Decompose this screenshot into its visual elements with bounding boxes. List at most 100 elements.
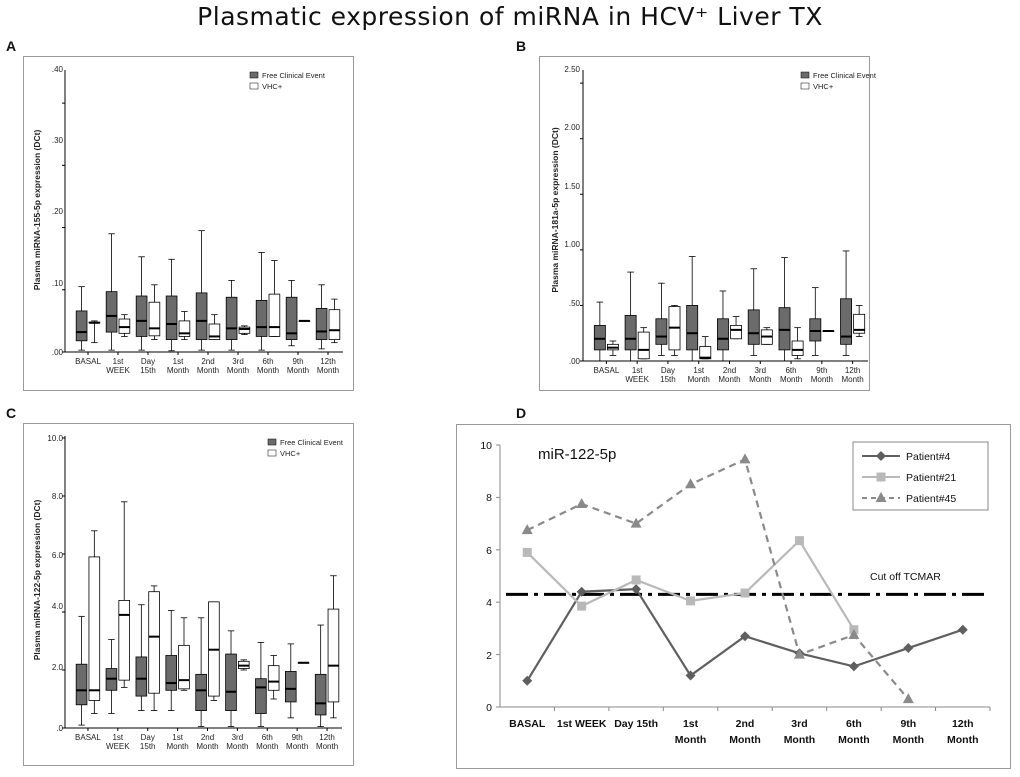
b-fce-1-box: [624, 315, 637, 351]
c-ylabel: Plasma miRNA-122-5p expression (DCt): [32, 500, 42, 661]
a-xtick-label-5: 3rd: [232, 357, 244, 366]
d-point-0-7: [903, 643, 914, 654]
b-xtick-label-5: Month: [749, 375, 771, 384]
d-point-2-4: [739, 453, 751, 464]
b-ylabel: Plasma miRNA-181a-5p expression (DCt): [550, 127, 560, 293]
d-ytick-5: 10: [480, 440, 492, 452]
b-xtick-label-1: WEEK: [625, 375, 649, 384]
b-fce-3-box: [686, 305, 699, 351]
c-ytick-5: 10.0: [47, 434, 63, 443]
d-point-2-0: [521, 524, 533, 535]
b-xtick-label-4: Month: [718, 375, 740, 384]
c-vhc-0-box: [88, 556, 101, 701]
a-xtick-label-7: 9th: [292, 357, 303, 366]
c-vhc-8-box: [327, 608, 340, 703]
b-fce-4-box: [717, 318, 729, 351]
c-xtick-label-2: Day: [141, 733, 155, 742]
c-xtick-label-0: BASAL: [75, 733, 101, 742]
a-xtick-label-6: Month: [257, 366, 279, 375]
c-xtick-label-5: Month: [226, 742, 248, 751]
a-xtick-label-2: Day: [141, 357, 155, 366]
b-vhc-6-box: [791, 340, 804, 356]
d-xtick-label-5: Month: [784, 734, 816, 746]
b-fce-8-box: [840, 298, 853, 345]
b-vhc-1-box: [637, 331, 650, 360]
d-point-1-1: [577, 601, 587, 611]
b-ytick-0: .00: [569, 357, 581, 366]
c-fce-2-box: [135, 656, 148, 697]
d-series-line-2: [526, 457, 910, 700]
d-point-1-4: [740, 588, 750, 598]
b-xtick-label-7: 9th: [816, 366, 827, 375]
a-xtick-label-5: Month: [227, 366, 249, 375]
c-xtick-label-6: 6th: [262, 733, 273, 742]
d-legend-marker-0: [876, 451, 886, 461]
a-vhc-6-box: [268, 293, 281, 337]
b-ytick-3: 1.50: [564, 182, 580, 191]
a-legend-label-0: Free Clinical Event: [262, 71, 326, 80]
d-xtick-label-6: Month: [838, 734, 870, 746]
c-fce-7-box: [285, 671, 297, 703]
d-ytick-1: 2: [486, 650, 492, 662]
c-xtick-label-4: 2nd: [201, 733, 214, 742]
d-ytick-4: 8: [486, 492, 492, 504]
b-xtick-label-4: 2nd: [723, 366, 736, 375]
a-fce-1-box: [105, 291, 118, 333]
a-vhc-8-box: [328, 309, 341, 340]
panel-label-a: A: [6, 38, 17, 54]
d-series-line-1: [526, 538, 855, 631]
a-xtick-label-8: 12th: [320, 357, 336, 366]
d-point-1-3: [686, 596, 696, 606]
c-ytick-3: 6.0: [52, 551, 64, 560]
a-fce-0-box: [75, 310, 88, 342]
c-ytick-4: 8.0: [52, 492, 64, 501]
c-legend-swatch-1: [267, 449, 277, 457]
d-point-1-5: [794, 536, 804, 546]
d-ytick-2: 4: [486, 597, 492, 609]
d-xtick-label-7: Month: [893, 734, 925, 746]
b-ytick-4: 2.00: [564, 123, 580, 132]
d-xtick-label-0: BASAL: [509, 718, 546, 730]
d-point-2-5: [793, 648, 805, 659]
a-xtick-label-4: Month: [197, 366, 219, 375]
a-xtick-label-0: BASAL: [75, 357, 101, 366]
a-xtick-label-3: Month: [167, 366, 189, 375]
c-ytick-2: 4.0: [52, 602, 64, 611]
c-xtick-label-5: 3rd: [232, 733, 244, 742]
a-fce-5-box: [225, 296, 238, 340]
d-point-2-3: [685, 478, 697, 489]
b-fce-0-box: [593, 325, 606, 351]
a-ytick-1: .10: [52, 279, 64, 288]
a-ytick-3: .30: [52, 136, 64, 145]
a-fce-8-box: [315, 308, 328, 340]
c-xtick-label-3: Month: [166, 742, 188, 751]
d-cutoff-label: Cut off TCMAR: [870, 571, 941, 583]
b-xtick-label-2: Day: [661, 366, 675, 375]
c-ytick-0: .0: [56, 724, 63, 733]
d-point-2-2: [630, 517, 642, 528]
a-xtick-label-3: 1st: [173, 357, 184, 366]
c-fce-4-box: [195, 673, 207, 711]
figure-title: Plasmatic expression of miRNA in HCV⁺ Li…: [197, 2, 823, 31]
b-xtick-label-1: 1st: [632, 366, 643, 375]
c-fce-3-box: [165, 655, 178, 691]
d-point-0-0: [522, 675, 533, 686]
b-xtick-label-7: Month: [811, 375, 833, 384]
d-point-0-3: [685, 670, 696, 681]
d-legend-marker-1: [876, 472, 886, 482]
d-xtick-label-8: 12th: [952, 718, 974, 730]
b-xtick-label-0: BASAL: [593, 366, 619, 375]
c-xtick-label-4: Month: [196, 742, 218, 751]
d-xtick-label-6: 6th: [846, 718, 862, 730]
c-fce-8-box: [314, 673, 327, 716]
c-vhc-3-box: [178, 644, 190, 690]
d-title: miR-122-5p: [538, 446, 616, 463]
d-legend-label-1: Patient#21: [906, 472, 956, 484]
a-xtick-label-8: Month: [317, 366, 339, 375]
c-xtick-label-1: WEEK: [106, 742, 130, 751]
d-xtick-label-3: 1st: [683, 718, 699, 730]
b-ytick-1: .50: [569, 299, 581, 308]
chart-marks: BASAL 1stWEEKDay15th1stMonth2ndMonth3rdMo…: [62, 70, 991, 751]
c-vhc-2-box: [148, 591, 160, 694]
